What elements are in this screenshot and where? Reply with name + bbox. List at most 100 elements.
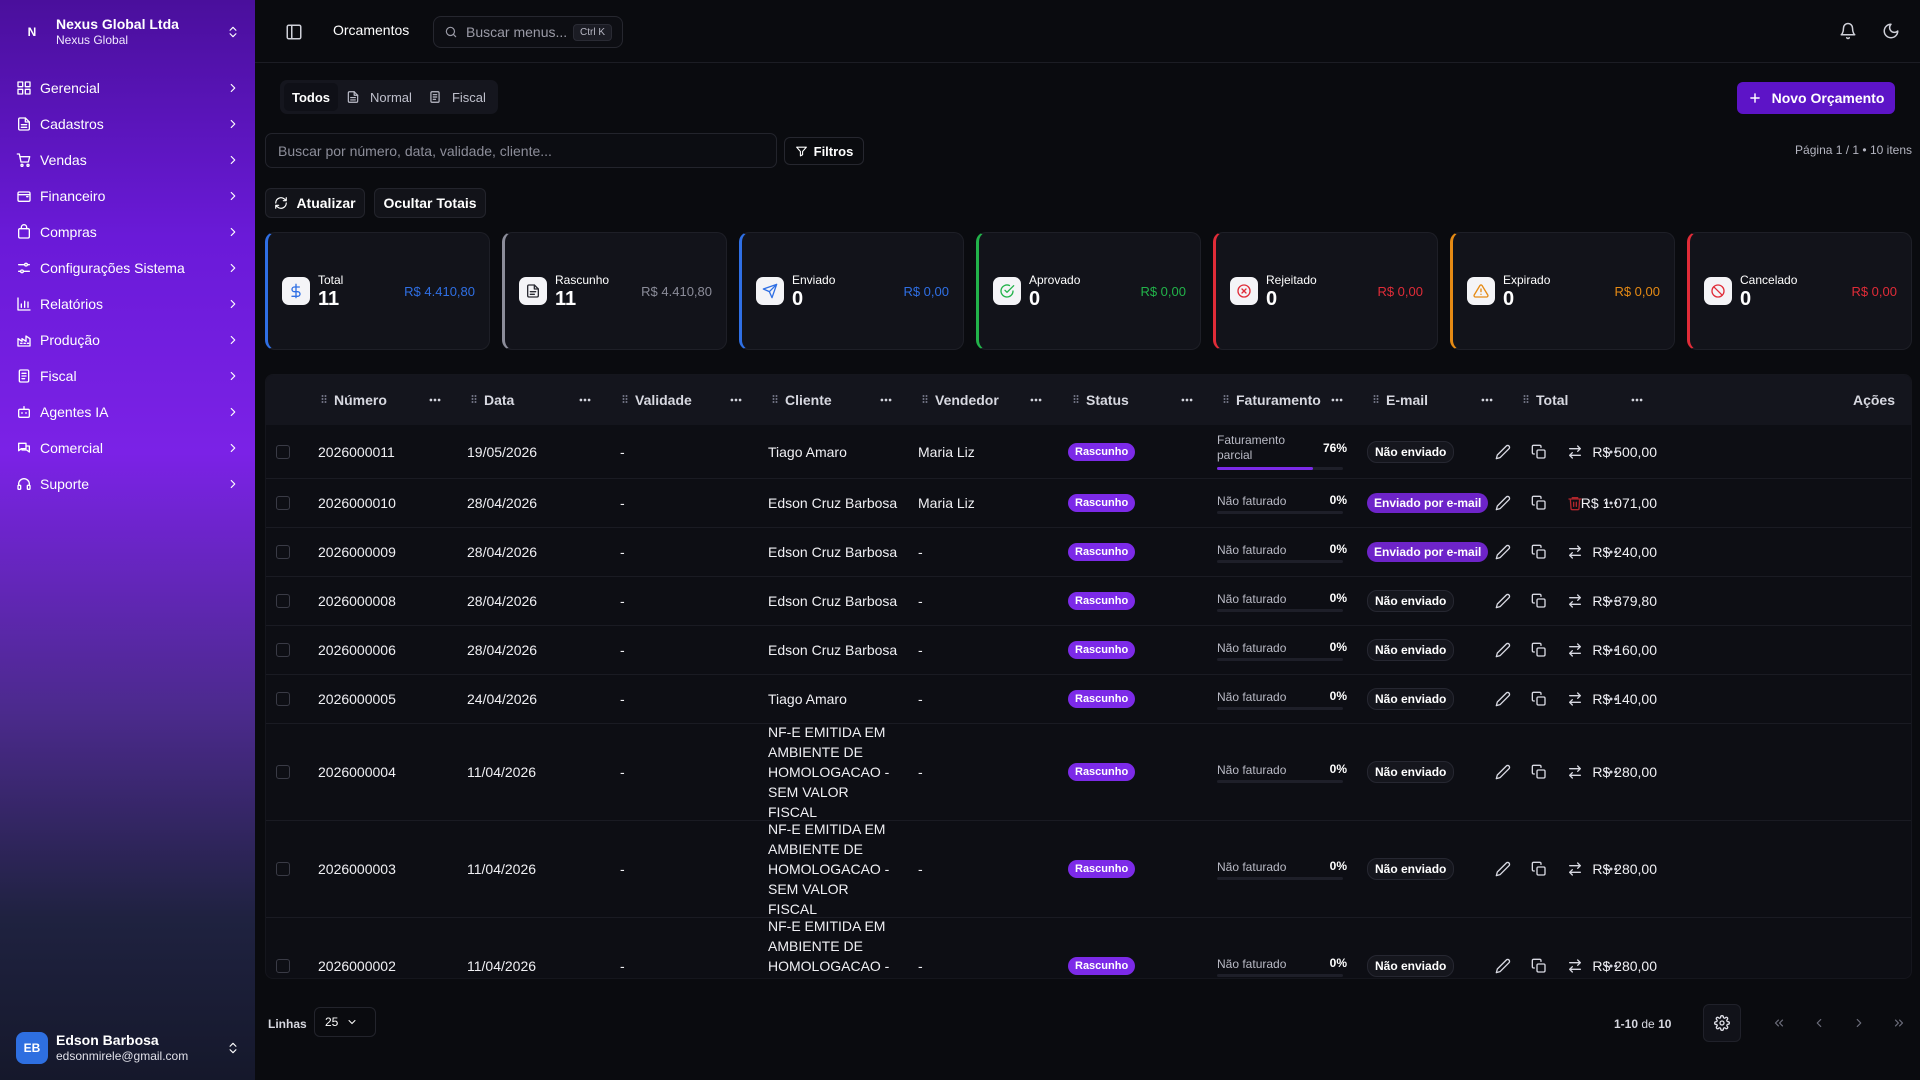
column-menu-icon[interactable] bbox=[1630, 393, 1644, 407]
more-actions-button[interactable] bbox=[1603, 821, 1619, 917]
column-menu-icon[interactable] bbox=[1330, 393, 1344, 407]
convert-button[interactable] bbox=[1567, 577, 1583, 625]
column-header-cliente[interactable]: Cliente bbox=[769, 375, 832, 425]
convert-button[interactable] bbox=[1567, 821, 1583, 917]
table-row[interactable]: 2026000002 11/04/2026 - NF-E EMITIDA EM AMB… bbox=[266, 918, 1911, 978]
summary-card-enviado[interactable]: Enviado 0 R$ 0,00 bbox=[739, 232, 964, 350]
table-row[interactable]: 2026000009 28/04/2026 - Edson Cruz Barbosa -… bbox=[266, 528, 1911, 577]
row-checkbox[interactable] bbox=[276, 862, 290, 876]
filters-button[interactable]: Filtros bbox=[784, 137, 864, 165]
row-checkbox[interactable] bbox=[276, 496, 290, 510]
table-row[interactable]: 2026000011 19/05/2026 - Tiago Amaro Maria Li… bbox=[266, 425, 1911, 479]
drag-handle-icon[interactable] bbox=[1370, 393, 1380, 407]
edit-button[interactable] bbox=[1495, 675, 1511, 723]
next-page-button[interactable] bbox=[1848, 1012, 1870, 1034]
column-header-n-mero[interactable]: Número bbox=[318, 375, 387, 425]
summary-card-rejeitado[interactable]: Rejeitado 0 R$ 0,00 bbox=[1213, 232, 1438, 350]
edit-button[interactable] bbox=[1495, 577, 1511, 625]
column-menu-icon[interactable] bbox=[1029, 393, 1043, 407]
table-row[interactable]: 2026000003 11/04/2026 - NF-E EMITIDA EM AMB… bbox=[266, 821, 1911, 918]
quote-search-input[interactable]: Buscar por número, data, validade, clien… bbox=[265, 133, 777, 168]
hide-totals-button[interactable]: Ocultar Totais bbox=[374, 188, 486, 218]
duplicate-button[interactable] bbox=[1531, 425, 1547, 478]
column-header-vendedor[interactable]: Vendedor bbox=[919, 375, 999, 425]
sidebar-item-produ-o[interactable]: Produção bbox=[8, 322, 248, 358]
duplicate-button[interactable] bbox=[1531, 724, 1547, 820]
more-actions-button[interactable] bbox=[1603, 425, 1619, 478]
row-checkbox[interactable] bbox=[276, 444, 290, 459]
tab-todos[interactable]: Todos bbox=[284, 83, 339, 111]
column-header-status[interactable]: Status bbox=[1070, 375, 1129, 425]
company-switcher[interactable]: N Nexus Global Ltda Nexus Global bbox=[16, 12, 240, 52]
tab-normal[interactable]: Normal bbox=[338, 83, 420, 111]
sidebar-item-fiscal[interactable]: Fiscal bbox=[8, 358, 248, 394]
last-page-button[interactable] bbox=[1888, 1012, 1910, 1034]
drag-handle-icon[interactable] bbox=[468, 393, 478, 407]
row-checkbox[interactable] bbox=[276, 594, 290, 608]
tab-fiscal[interactable]: Fiscal bbox=[420, 83, 494, 111]
convert-button[interactable] bbox=[1567, 724, 1583, 820]
more-actions-button[interactable] bbox=[1603, 528, 1619, 576]
row-checkbox[interactable] bbox=[276, 545, 290, 559]
column-header-faturamento[interactable]: Faturamento bbox=[1220, 375, 1321, 425]
summary-card-cancelado[interactable]: Cancelado 0 R$ 0,00 bbox=[1687, 232, 1912, 350]
sidebar-item-gerencial[interactable]: Gerencial bbox=[8, 70, 248, 106]
drag-handle-icon[interactable] bbox=[1070, 393, 1080, 407]
edit-button[interactable] bbox=[1495, 724, 1511, 820]
table-settings-button[interactable] bbox=[1703, 1004, 1741, 1042]
edit-button[interactable] bbox=[1495, 479, 1511, 527]
table-row[interactable]: 2026000005 24/04/2026 - Tiago Amaro - Rascunh… bbox=[266, 675, 1911, 724]
convert-button[interactable] bbox=[1567, 918, 1583, 978]
delete-button[interactable] bbox=[1567, 479, 1583, 527]
drag-handle-icon[interactable] bbox=[1520, 393, 1530, 407]
sidebar-item-suporte[interactable]: Suporte bbox=[8, 466, 248, 502]
more-actions-button[interactable] bbox=[1603, 626, 1619, 674]
sidebar-item-vendas[interactable]: Vendas bbox=[8, 142, 248, 178]
column-header-data[interactable]: Data bbox=[468, 375, 514, 425]
column-header-total[interactable]: Total bbox=[1520, 375, 1568, 425]
convert-button[interactable] bbox=[1567, 675, 1583, 723]
column-menu-icon[interactable] bbox=[729, 393, 743, 407]
new-quote-button[interactable]: Novo Orçamento bbox=[1737, 82, 1895, 114]
sidebar-item-agentes-ia[interactable]: Agentes IA bbox=[8, 394, 248, 430]
drag-handle-icon[interactable] bbox=[919, 393, 929, 407]
more-actions-button[interactable] bbox=[1603, 724, 1619, 820]
more-actions-button[interactable] bbox=[1603, 918, 1619, 978]
drag-handle-icon[interactable] bbox=[769, 393, 779, 407]
table-row[interactable]: 2026000004 11/04/2026 - NF-E EMITIDA EM AMB… bbox=[266, 724, 1911, 821]
edit-button[interactable] bbox=[1495, 626, 1511, 674]
drag-handle-icon[interactable] bbox=[1220, 393, 1230, 407]
prev-page-button[interactable] bbox=[1808, 1012, 1830, 1034]
drag-handle-icon[interactable] bbox=[318, 393, 328, 407]
menu-search[interactable]: Buscar menus... Ctrl K bbox=[433, 16, 623, 48]
table-row[interactable]: 2026000006 28/04/2026 - Edson Cruz Barbosa -… bbox=[266, 626, 1911, 675]
refresh-button[interactable]: Atualizar bbox=[265, 188, 365, 218]
sidebar-item-financeiro[interactable]: Financeiro bbox=[8, 178, 248, 214]
sidebar-item-relat-rios[interactable]: Relatórios bbox=[8, 286, 248, 322]
edit-button[interactable] bbox=[1495, 528, 1511, 576]
edit-button[interactable] bbox=[1495, 821, 1511, 917]
duplicate-button[interactable] bbox=[1531, 821, 1547, 917]
duplicate-button[interactable] bbox=[1531, 528, 1547, 576]
row-checkbox[interactable] bbox=[276, 692, 290, 706]
column-header-validade[interactable]: Validade bbox=[619, 375, 692, 425]
row-checkbox[interactable] bbox=[276, 959, 290, 973]
first-page-button[interactable] bbox=[1768, 1012, 1790, 1034]
column-menu-icon[interactable] bbox=[578, 393, 592, 407]
convert-button[interactable] bbox=[1567, 425, 1583, 478]
row-checkbox[interactable] bbox=[276, 643, 290, 657]
table-row[interactable]: 2026000008 28/04/2026 - Edson Cruz Barbosa -… bbox=[266, 577, 1911, 626]
convert-button[interactable] bbox=[1567, 626, 1583, 674]
drag-handle-icon[interactable] bbox=[619, 393, 629, 407]
user-menu[interactable]: EB Edson Barbosa edsonmirele@gmail.com bbox=[16, 1026, 240, 1070]
row-checkbox[interactable] bbox=[276, 765, 290, 779]
more-actions-button[interactable] bbox=[1603, 479, 1619, 527]
summary-card-total[interactable]: Total 11 R$ 4.410,80 bbox=[265, 232, 490, 350]
sidebar-item-configura-es-sistema[interactable]: Configurações Sistema bbox=[8, 250, 248, 286]
column-menu-icon[interactable] bbox=[1480, 393, 1494, 407]
column-menu-icon[interactable] bbox=[879, 393, 893, 407]
edit-button[interactable] bbox=[1495, 918, 1511, 978]
duplicate-button[interactable] bbox=[1531, 479, 1547, 527]
sidebar-toggle-icon[interactable] bbox=[285, 23, 303, 41]
duplicate-button[interactable] bbox=[1531, 675, 1547, 723]
